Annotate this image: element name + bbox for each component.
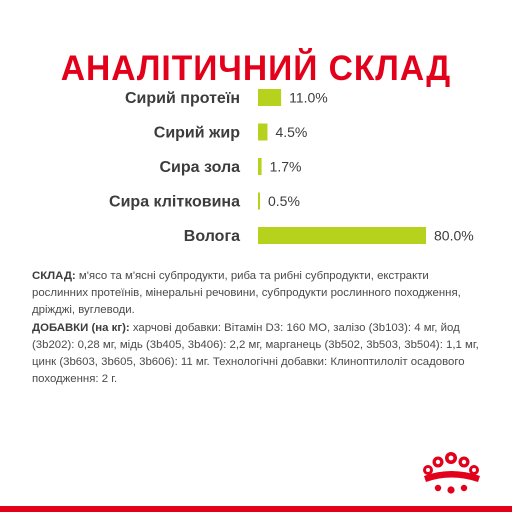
value-label: 1.7% — [270, 159, 302, 175]
bar — [258, 89, 282, 106]
composition-text: м'ясо та м'ясні субпродукти, риба та риб… — [32, 270, 461, 317]
additives-text: харчові добавки: Вітамін D3: 160 МО, зал… — [32, 321, 479, 386]
value-label: 80.0% — [434, 228, 474, 244]
value-label: 11.0% — [289, 90, 328, 106]
category-label: Волога — [184, 228, 240, 245]
bar — [258, 158, 262, 175]
royal-canin-crown-icon — [423, 452, 480, 494]
bar — [258, 227, 426, 244]
additives-label: ДОБАВКИ (на кг): — [32, 321, 130, 334]
page-title: АНАЛІТИЧНИЙ СКЛАД — [60, 49, 452, 89]
additives-paragraph: ДОБАВКИ (на кг): харчові добавки: Вітамі… — [32, 320, 484, 389]
value-label: 0.5% — [268, 193, 300, 209]
composition-paragraph: СКЛАД: м'ясо та м'ясні субпродукти, риба… — [32, 268, 484, 320]
composition-label: СКЛАД: — [32, 270, 76, 282]
category-label: Сира зола — [160, 159, 241, 176]
composition-block: СКЛАД: м'ясо та м'ясні субпродукти, риба… — [32, 268, 484, 388]
category-label: Сирий протеїн — [125, 90, 240, 107]
category-label: Сира клітковина — [109, 194, 240, 211]
bar — [258, 192, 260, 210]
bar — [258, 123, 268, 141]
category-label: Сирий жир — [154, 125, 240, 142]
value-label: 4.5% — [275, 124, 307, 140]
analysis-bar-chart: Сирий протеїн 11.0% Сирий жир 4.5% Сира зола… — [109, 89, 474, 245]
brand-bottom-bar — [0, 506, 512, 512]
